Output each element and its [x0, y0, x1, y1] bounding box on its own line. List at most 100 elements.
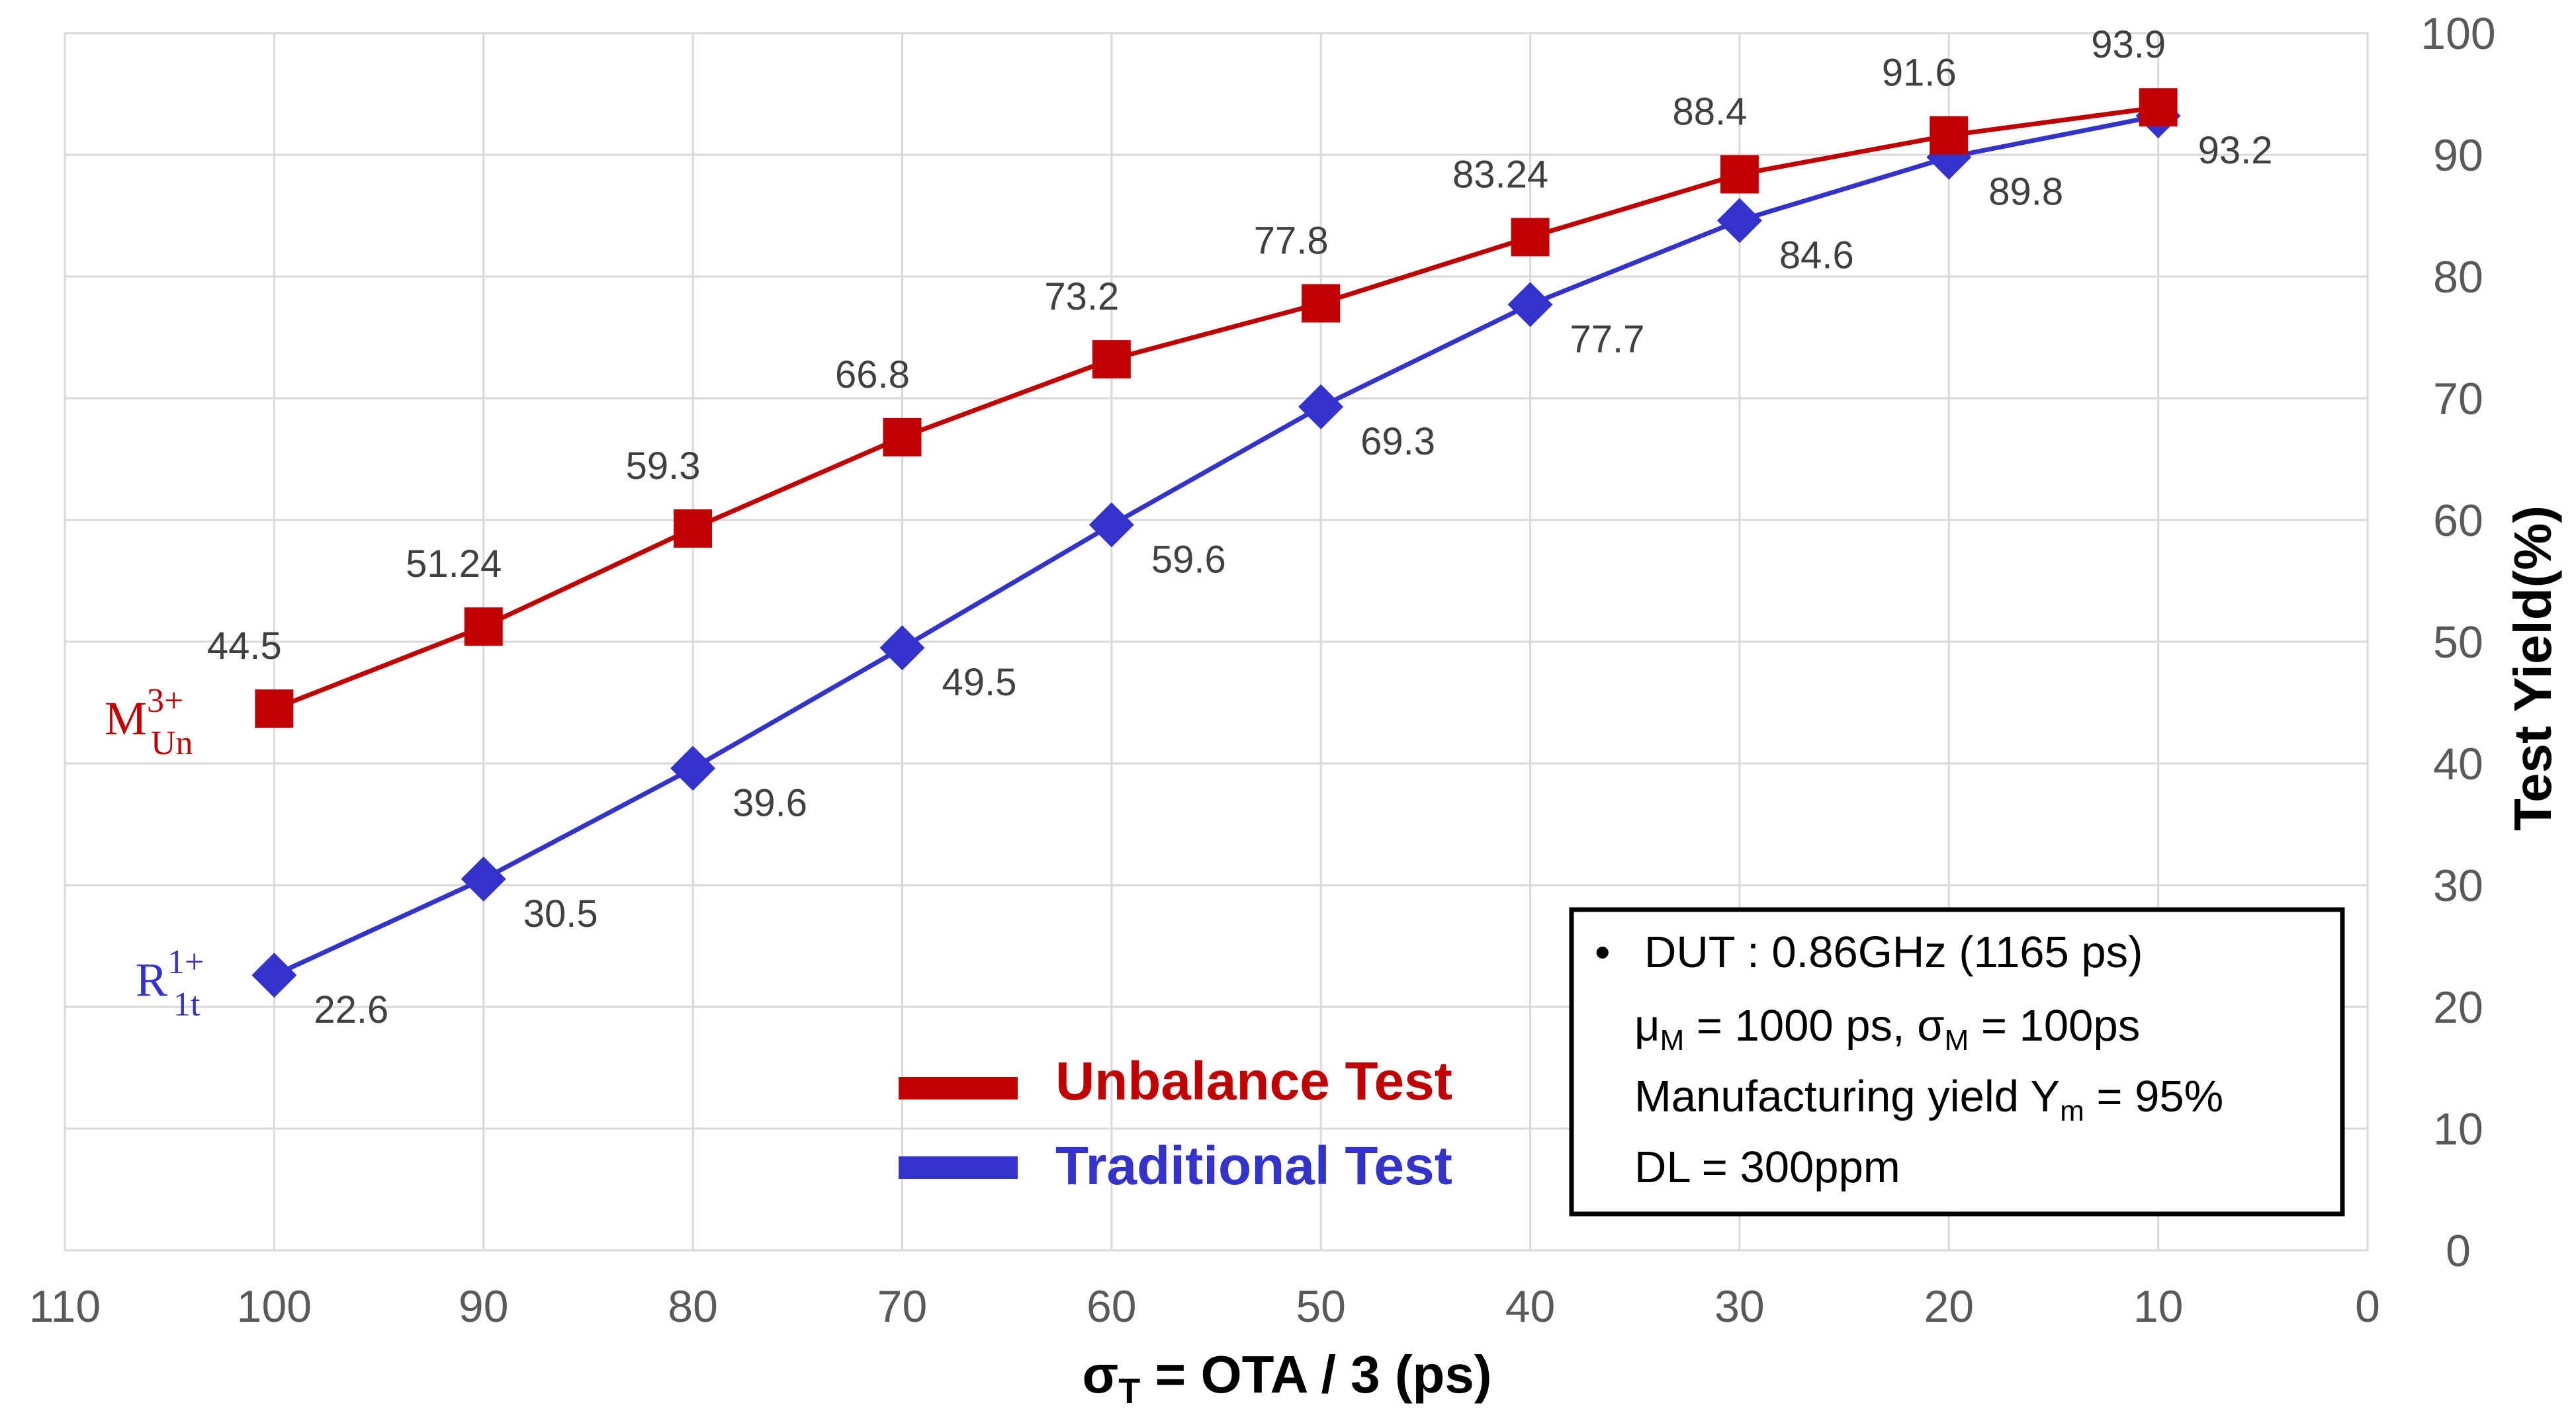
unbalance-point	[1930, 116, 1969, 155]
traditional-line	[273, 113, 2159, 978]
unbalance-point	[255, 689, 294, 728]
x-axis-title-sigma: σ	[1083, 1345, 1119, 1404]
annotation-sigma-rest: = 100ps	[1969, 1001, 2140, 1051]
unbalance-data-label: 51.24	[406, 542, 502, 585]
x-tick-label: 30	[1714, 1281, 1765, 1332]
legend-label-unbalance: Unbalance Test	[1055, 1051, 1452, 1111]
traditional-point	[1088, 502, 1134, 548]
unbalance-tag-sup: 3+	[147, 682, 183, 720]
annotation-mu-rest: = 1000 ps,	[1684, 1001, 1917, 1051]
unbalance-tag-base: M	[105, 692, 147, 745]
traditional-tag-sup: 1+	[167, 943, 204, 981]
y-tick-label: 30	[2433, 861, 2483, 911]
unbalance-series-tag: M3+ Un	[105, 682, 193, 762]
unbalance-data-label: 83.24	[1452, 153, 1548, 196]
traditional-tag-sub: 1t	[173, 986, 200, 1023]
plot-frame	[64, 32, 2369, 1252]
y-axis-title: Test Yield(%)	[2503, 505, 2562, 831]
annotation-sigma-sub: M	[1945, 1024, 1969, 1056]
traditional-point	[461, 856, 506, 902]
traditional-series-tag: R1+ 1t	[136, 943, 204, 1023]
unbalance-data-label: 88.4	[1672, 90, 1747, 133]
traditional-data-label: 59.6	[1151, 538, 1226, 581]
traditional-point	[251, 953, 297, 998]
x-tick-label: 100	[237, 1281, 312, 1332]
x-tick-label: 70	[877, 1281, 928, 1332]
annotation-dut: DUT : 0.86GHz (1165 ps)	[1644, 927, 2143, 977]
traditional-data-label: 89.8	[1988, 171, 2063, 214]
x-tick-label: 20	[1924, 1281, 1974, 1332]
unbalance-tag-sub: Un	[151, 724, 193, 762]
unbalance-point	[883, 417, 922, 456]
traditional-data-label: 30.5	[523, 892, 598, 935]
unbalance-data-label: 77.8	[1254, 219, 1329, 262]
annotation-dl: DL = 300ppm	[1634, 1142, 1900, 1192]
unbalance-point	[464, 607, 503, 646]
unbalance-point	[1511, 218, 1550, 257]
annotation-yield: Manufacturing yield Ym = 95%	[1634, 1072, 2223, 1127]
annotation-box: • DUT : 0.86GHz (1165 ps) μM = 1000 ps, …	[1569, 907, 2345, 1217]
x-tick-label: 40	[1505, 1281, 1556, 1332]
legend: Unbalance Test Traditional Test	[899, 1051, 1452, 1196]
annotation-bullet: •	[1595, 927, 1610, 977]
traditional-point	[670, 746, 716, 791]
traditional-data-label: 49.5	[942, 661, 1016, 704]
unbalance-point	[1302, 284, 1341, 323]
traditional-data-label: 69.3	[1360, 420, 1435, 463]
unbalance-line	[273, 105, 2159, 711]
legend-label-traditional: Traditional Test	[1055, 1136, 1452, 1196]
x-axis-title-rest: = OTA / 3 (ps)	[1140, 1345, 1491, 1404]
unbalance-point	[1092, 340, 1131, 379]
y-tick-label: 20	[2433, 982, 2483, 1033]
annotation-yield-text: Manufacturing yield Y	[1634, 1072, 2060, 1121]
traditional-data-label: 93.2	[2198, 129, 2273, 172]
annotation-sigma: σ	[1917, 1001, 1944, 1051]
unbalance-point	[1720, 155, 1759, 194]
series-lines	[273, 105, 2159, 978]
annotation-distribution: μM = 1000 ps, σM = 100ps	[1634, 1001, 2140, 1056]
y-tick-label: 50	[2433, 617, 2483, 667]
traditional-tag-base: R	[136, 953, 167, 1006]
traditional-data-label: 39.6	[733, 781, 807, 824]
x-tick-labels: 110 100 90 80 70 60 50 40 30 20 10 0	[29, 1281, 2380, 1332]
legend-swatch-unbalance	[899, 1077, 1018, 1099]
unbalance-data-label: 44.5	[207, 624, 282, 667]
x-tick-label: 80	[668, 1281, 718, 1332]
series-markers	[251, 88, 2181, 998]
x-tick-label: 50	[1296, 1281, 1346, 1332]
y-tick-label: 100	[2421, 9, 2495, 59]
traditional-data-label: 22.6	[314, 988, 388, 1031]
x-tick-label: 90	[459, 1281, 509, 1332]
annotation-yield-sub: m	[2060, 1095, 2084, 1127]
data-labels: 22.6 30.5 39.6 49.5 59.6 69.3 77.7 84.6 89.8 93.2…	[207, 23, 2273, 1031]
annotation-mu: μ	[1634, 1001, 1660, 1051]
x-axis-title-sub: T	[1118, 1371, 1140, 1411]
unbalance-data-label: 59.3	[626, 445, 701, 488]
legend-swatch-traditional	[899, 1156, 1018, 1179]
traditional-point	[1298, 384, 1344, 429]
traditional-data-label: 84.6	[1779, 234, 1854, 277]
annotation-yield-rest: = 95%	[2084, 1072, 2223, 1121]
unbalance-point	[674, 509, 713, 548]
y-tick-label: 40	[2433, 739, 2483, 789]
unbalance-data-label: 91.6	[1882, 52, 1957, 95]
traditional-point	[1507, 282, 1553, 327]
unbalance-data-label: 66.8	[835, 353, 910, 396]
x-tick-label: 110	[29, 1281, 101, 1332]
y-tick-labels: 0 10 20 30 40 50 60 70 80 90 100	[2421, 9, 2495, 1276]
annotation-frame	[1569, 907, 2345, 1217]
unbalance-point	[2139, 88, 2178, 127]
y-tick-label: 80	[2433, 252, 2483, 302]
traditional-data-label: 77.7	[1570, 318, 1645, 361]
x-tick-label: 60	[1087, 1281, 1137, 1332]
y-tick-label: 0	[2446, 1226, 2471, 1276]
y-tick-label: 70	[2433, 374, 2483, 424]
x-tick-label: 10	[2133, 1281, 2184, 1332]
traditional-point	[1716, 198, 1762, 243]
annotation-mu-sub: M	[1660, 1024, 1685, 1056]
y-tick-label: 90	[2433, 130, 2483, 181]
traditional-point	[879, 625, 925, 671]
unbalance-data-label: 73.2	[1044, 275, 1119, 318]
x-tick-label: 0	[2355, 1281, 2380, 1332]
